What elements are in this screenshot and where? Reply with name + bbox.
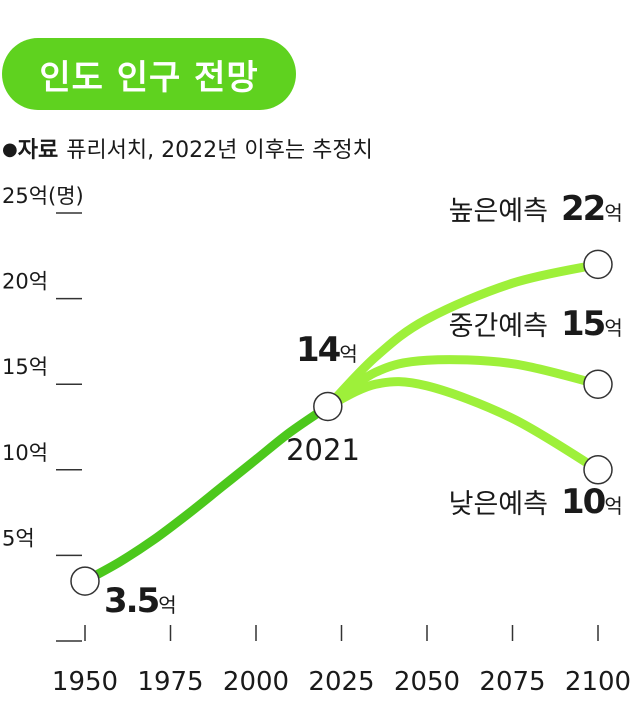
series-line-historic <box>80 401 333 586</box>
source-note: ●자료 퓨리서치, 2022년 이후는 추정치 <box>2 132 373 164</box>
data-point-marker <box>313 391 343 422</box>
data-point-marker <box>583 249 613 280</box>
x-axis: 1950 1975 2000 2025 2050 2075 2100 <box>52 625 631 697</box>
title-badge: 인도 인구 전망 <box>2 38 296 110</box>
series-lines <box>80 259 603 586</box>
x-tick-label: 2100 <box>565 667 631 697</box>
scenario-label-mid: 중간예측 <box>449 311 548 342</box>
source-label: 자료 <box>17 138 59 163</box>
x-tick-label: 1975 <box>137 667 203 697</box>
data-point-marker <box>70 566 100 596</box>
page-title: 인도 인구 전망 <box>39 57 259 98</box>
x-tick-label: 2075 <box>479 667 545 697</box>
y-tick-label: 15억 <box>2 355 48 379</box>
y-tick-label: 25억(명) <box>2 184 84 208</box>
bullet-icon: ● <box>2 139 18 160</box>
series-line-projection <box>323 355 603 411</box>
data-point-marker <box>583 369 613 399</box>
scenario-label-high: 높은예측 <box>449 196 548 227</box>
y-axis: 5억 10억 15억 20억 25억(명) <box>2 184 84 642</box>
x-tick-label: 1950 <box>52 667 118 697</box>
data-label-start: 3.5억 <box>104 581 177 621</box>
y-tick-label: 20억 <box>2 270 48 294</box>
year-label-2021: 2021 <box>286 433 360 467</box>
source-text: 퓨리서치, 2022년 이후는 추정치 <box>66 138 373 163</box>
data-point-marker <box>583 455 613 485</box>
x-tick-label: 2000 <box>223 667 289 697</box>
data-label-high: 22억 <box>561 189 623 229</box>
data-markers <box>70 249 613 596</box>
x-tick-label: 2025 <box>308 667 374 697</box>
scenario-label-low: 낮은예측 <box>449 489 548 520</box>
x-tick-label: 2050 <box>394 667 460 697</box>
y-tick-label: 5억 <box>2 526 35 550</box>
data-label-mid: 15억 <box>561 304 623 344</box>
data-label-current: 14억 <box>296 330 358 370</box>
y-tick-label: 10억 <box>2 441 48 465</box>
series-line-projection <box>323 377 603 475</box>
data-label-low: 10억 <box>561 482 623 522</box>
series-line-projection <box>323 259 603 411</box>
